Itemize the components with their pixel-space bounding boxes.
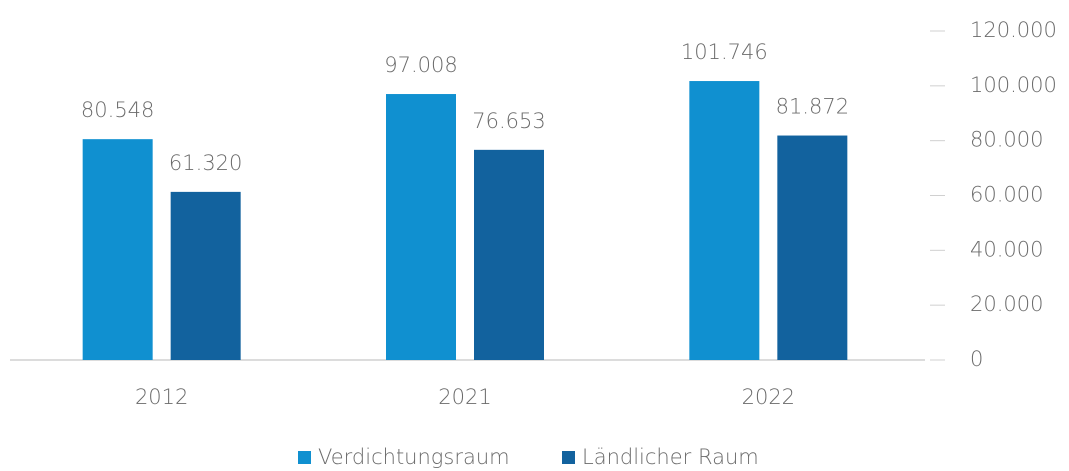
data-label: 81.872 <box>776 95 849 119</box>
bar <box>689 81 760 360</box>
y-tick-label: 40.000 <box>970 237 1043 261</box>
data-label: 76.653 <box>472 109 545 133</box>
data-label: 101.746 <box>681 40 768 64</box>
y-tick-label: 0 <box>970 347 983 371</box>
x-tick-label: 2012 <box>135 385 188 409</box>
x-tick-label: 2021 <box>438 385 491 409</box>
y-tick-label: 20.000 <box>970 292 1043 316</box>
y-tick-label: 80.000 <box>970 128 1043 152</box>
y-tick-label: 60.000 <box>970 183 1043 207</box>
y-tick-label: 120.000 <box>970 18 1057 42</box>
bar <box>82 139 153 360</box>
x-tick-label: 2022 <box>742 385 795 409</box>
legend-label: Ländlicher Raum <box>582 445 759 469</box>
bar <box>170 191 241 360</box>
legend-swatch <box>298 451 311 464</box>
legend-swatch <box>562 451 575 464</box>
bar <box>777 135 848 360</box>
legend-label: Verdichtungsraum <box>318 445 510 469</box>
data-label: 61.320 <box>169 151 242 175</box>
data-label: 97.008 <box>384 53 457 77</box>
bar <box>474 149 544 360</box>
y-tick-label: 100.000 <box>970 73 1057 97</box>
bar <box>386 94 456 360</box>
data-label: 80.548 <box>81 98 154 122</box>
